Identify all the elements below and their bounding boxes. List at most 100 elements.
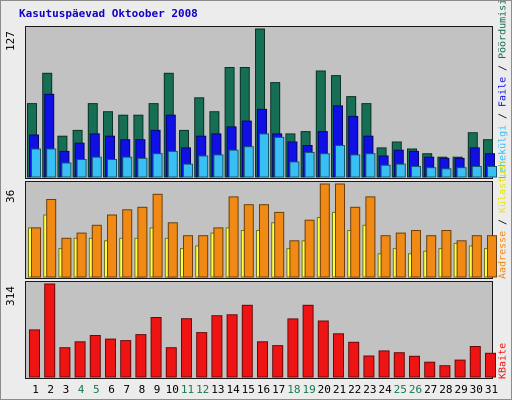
x-tick-label: 20 (317, 383, 331, 396)
bar-bottom-s0-day-6 (105, 338, 116, 378)
bar-top-s2-day-7 (122, 156, 133, 178)
x-tick-label: 15 (241, 383, 255, 396)
x-tick-label: 21 (332, 383, 347, 396)
bar-bottom-s0-day-29 (454, 359, 466, 378)
bar-bottom-s0-day-1 (29, 329, 40, 378)
bar-middle-s1-day-16 (259, 204, 269, 278)
x-tick-label: 14 (226, 383, 240, 396)
bar-middle-s1-day-31 (487, 235, 497, 278)
bar-bottom-s0-day-14 (226, 314, 238, 378)
bar-middle-s1-day-2 (46, 199, 57, 278)
bar-bottom-s0-day-26 (409, 355, 420, 378)
bar-middle-s1-day-25 (395, 232, 406, 278)
bar-top-s2-day-24 (380, 164, 391, 178)
bar-middle-s1-day-19 (304, 219, 315, 278)
bar-bottom-s0-day-18 (287, 318, 299, 378)
x-tick-label: 29 (454, 383, 468, 396)
bar-middle-s1-day-11 (183, 235, 193, 278)
bar-middle-s1-day-3 (61, 237, 72, 278)
x-tick-label: 23 (363, 383, 377, 396)
chart-title: Kasutuspäevad Oktoober 2008 (19, 7, 198, 20)
bar-middle-s1-day-18 (289, 240, 300, 278)
bar-bottom-s0-day-3 (59, 347, 71, 378)
bar-top-s2-day-8 (137, 157, 148, 178)
bar-middle-s1-day-12 (198, 235, 209, 278)
x-tick-label: 3 (62, 383, 70, 396)
bar-middle-s1-day-21 (335, 183, 345, 278)
bar-top-s2-day-10 (167, 150, 178, 178)
bar-middle-s1-day-9 (152, 193, 163, 278)
bar-bottom-s0-day-21 (333, 333, 344, 378)
bar-top-s2-day-14 (228, 149, 239, 178)
bar-bottom-s0-day-25 (393, 352, 405, 378)
bar-bottom-s0-day-27 (424, 361, 436, 378)
bar-bottom-s0-day-8 (135, 334, 147, 378)
x-tick-label: 27 (424, 383, 438, 396)
x-axis: 1 2 3 4 5 6 7 8 9 10 11 12 13 14 15 16 17 18 19 20 21 22 23 24 2… (1, 381, 511, 399)
x-tick-label: 1 (32, 383, 39, 396)
bar-top-s2-day-13 (213, 154, 224, 178)
bar-bottom-s0-day-16 (257, 341, 268, 378)
bar-top-s2-day-11 (183, 163, 193, 178)
bar-top-s2-day-18 (289, 161, 300, 178)
x-tick-label: 12 (196, 383, 210, 396)
bar-bottom-s0-day-19 (302, 304, 314, 378)
bar-middle-s1-day-22 (350, 206, 361, 278)
bar-bottom-s0-day-15 (241, 304, 253, 378)
bar-bottom-s0-day-5 (89, 335, 101, 378)
bar-top-s2-day-20 (319, 153, 330, 178)
bar-top-s2-day-29 (456, 167, 467, 178)
bar-middle-s1-day-29 (456, 240, 467, 278)
bar-bottom-s0-day-20 (317, 320, 329, 378)
bar-bottom-s0-day-12 (196, 332, 208, 378)
bar-bottom-s0-day-10 (165, 347, 177, 378)
bar-middle-s1-day-14 (228, 196, 239, 278)
bar-middle-s1-day-10 (167, 222, 178, 278)
x-tick-label: 5 (92, 383, 100, 396)
x-tick-label: 8 (138, 383, 146, 396)
x-tick-label: 28 (439, 383, 453, 396)
bar-bottom-s0-day-2 (44, 283, 56, 378)
x-tick-label: 2 (47, 383, 54, 396)
bar-middle-s1-day-8 (137, 206, 148, 278)
x-tick-label: 9 (153, 383, 161, 396)
bar-top-s2-day-17 (274, 136, 285, 178)
x-tick-label: 16 (256, 383, 271, 396)
x-tick-label: 18 (287, 383, 301, 396)
bar-top-s2-day-25 (395, 163, 406, 178)
bar-middle-s1-day-5 (91, 224, 102, 278)
x-tick-label: 24 (378, 383, 392, 396)
bar-middle-s1-day-13 (213, 227, 224, 278)
bar-bottom-s0-day-9 (150, 317, 162, 378)
bar-middle-s1-day-1 (31, 227, 41, 278)
bar-bottom-s0-day-23 (363, 355, 375, 378)
bar-middle-s1-day-4 (76, 232, 87, 278)
bar-bottom-s0-day-4 (74, 341, 86, 378)
bar-top-s2-day-19 (304, 152, 315, 178)
bar-middle-s1-day-28 (441, 230, 452, 278)
bar-bottom-s0-day-24 (378, 350, 390, 378)
bar-top-s2-day-1 (31, 148, 41, 178)
bar-bottom-s0-day-13 (211, 315, 223, 378)
x-tick-label: 26 (408, 383, 423, 396)
x-tick-label: 19 (302, 383, 316, 396)
bar-top-s2-day-5 (91, 156, 102, 178)
bar-bottom-s0-day-22 (348, 341, 360, 378)
bar-top-s2-day-4 (76, 159, 87, 178)
bar-top-s2-day-21 (335, 145, 345, 178)
bar-middle-s1-day-7 (122, 209, 133, 278)
bar-middle-s1-day-20 (319, 183, 330, 278)
bar-bottom-s0-day-30 (469, 346, 481, 378)
bar-top-s2-day-30 (471, 166, 482, 178)
bar-middle-s1-day-26 (411, 230, 421, 278)
bar-bottom-s0-day-31 (485, 352, 496, 378)
x-tick-label: 30 (469, 383, 483, 396)
x-tick-label: 7 (123, 383, 130, 396)
bar-top-s2-day-27 (426, 167, 437, 178)
bar-middle-s1-day-17 (274, 211, 285, 278)
bar-top-s2-day-16 (259, 133, 269, 178)
bar-top-s2-day-31 (487, 166, 497, 178)
x-tick-label: 10 (165, 383, 179, 396)
